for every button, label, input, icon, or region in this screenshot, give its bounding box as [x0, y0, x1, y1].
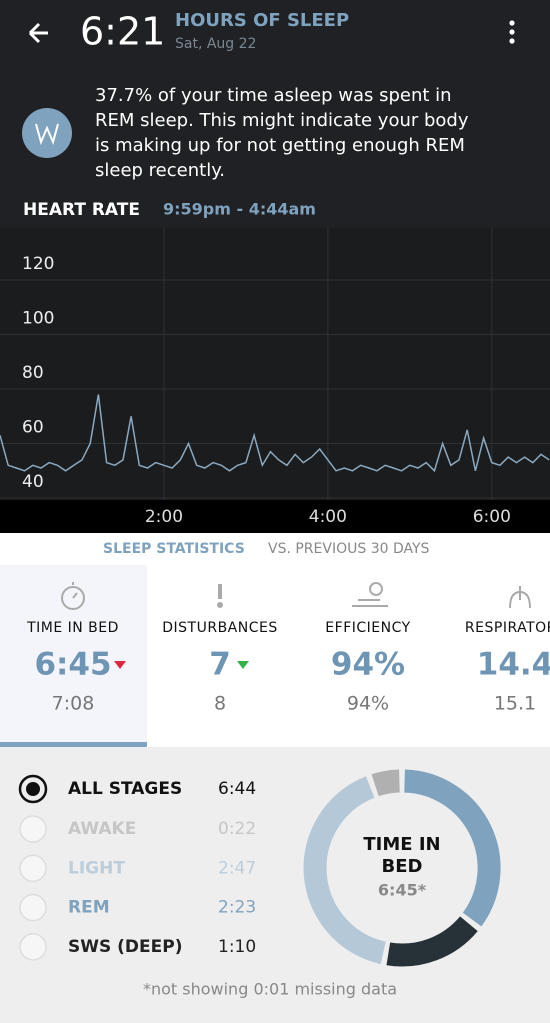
stats-heading: SLEEP STATISTICS: [103, 541, 245, 557]
x-tick-label: 2:00: [145, 507, 183, 527]
card-label[interactable]: RESPIRATORY: [465, 620, 550, 636]
trend-down-red: [114, 661, 126, 669]
trend-down-green: [237, 661, 249, 669]
footnote: *not showing 0:01 missing data: [143, 980, 397, 999]
y-tick-label: 80: [22, 363, 44, 383]
card-selected-bg[interactable]: [0, 565, 147, 747]
donut-segment: [403, 769, 501, 927]
radio[interactable]: [19, 893, 47, 922]
card-previous[interactable]: 15.1: [494, 693, 536, 715]
insight-line: 37.7% of your time asleep was spent in: [95, 85, 452, 106]
card-underline: [0, 742, 147, 747]
stage-name[interactable]: LIGHT: [68, 858, 125, 878]
menu-button[interactable]: [509, 20, 515, 44]
stage-name[interactable]: SWS (DEEP): [68, 937, 183, 957]
header-title: HOURS OF SLEEP: [175, 10, 349, 31]
x-tick-label: 6:00: [473, 507, 511, 527]
card-label[interactable]: TIME IN BED: [26, 620, 119, 636]
stage-time: 2:47: [218, 858, 256, 878]
insight-icon: [22, 108, 72, 158]
card-icons: [61, 582, 531, 610]
insight-line: sleep recently.: [95, 160, 225, 181]
card-previous[interactable]: 7:08: [52, 693, 95, 715]
stats-heading-bg: [0, 533, 550, 565]
stats-subheading: VS. PREVIOUS 30 DAYS: [268, 541, 430, 557]
header-bg: [0, 0, 550, 230]
back-button[interactable]: [28, 22, 48, 44]
stage-name[interactable]: AWAKE: [68, 819, 136, 839]
card-label[interactable]: EFFICIENCY: [325, 620, 410, 636]
card-value[interactable]: 7: [209, 647, 231, 683]
radio[interactable]: [19, 815, 47, 843]
donut-title: BED: [382, 856, 423, 877]
donut-value: 6:45*: [378, 881, 427, 900]
chart-bg: [0, 228, 550, 500]
donut-title: TIME IN: [363, 834, 440, 855]
donut-segment: [303, 776, 386, 965]
donut-segment: [371, 769, 401, 797]
header-date: Sat, Aug 22: [175, 36, 256, 52]
y-tick-label: 120: [22, 254, 54, 274]
card-previous[interactable]: 94%: [347, 693, 389, 715]
radio[interactable]: [19, 854, 47, 883]
hr-range: 9:59pm - 4:44am: [163, 200, 316, 219]
card-label[interactable]: DISTURBANCES: [162, 620, 277, 636]
y-tick-label: 40: [22, 472, 44, 492]
y-tick-label: 100: [22, 309, 54, 329]
radio[interactable]: [19, 933, 47, 961]
radio-dot: [26, 782, 40, 796]
insight-line: REM sleep. This might indicate your body: [95, 110, 469, 131]
card-value[interactable]: 14.4: [477, 647, 550, 683]
heart-rate-line: [0, 394, 550, 473]
radio-selected[interactable]: [18, 774, 48, 804]
stage-name[interactable]: REM: [68, 898, 110, 918]
all-stages-name: ALL STAGES: [68, 779, 182, 799]
card-value[interactable]: 94%: [331, 647, 405, 683]
insight-line: is making up for not getting enough REM: [95, 135, 465, 156]
all-stages-time: 6:44: [218, 779, 256, 799]
donut-segment: [386, 916, 478, 967]
header-time: 6:21: [80, 10, 165, 54]
x-tick-label: 4:00: [309, 507, 347, 527]
stage-time: 1:10: [218, 937, 256, 957]
hr-label: HEART RATE: [23, 200, 140, 220]
stage-time: 0:22: [218, 819, 256, 839]
stage-time: 2:23: [218, 898, 256, 918]
insight-icon-glyph: [35, 123, 59, 146]
card-previous[interactable]: 8: [214, 693, 226, 715]
card-value[interactable]: 6:45: [34, 647, 111, 683]
y-tick-label: 60: [22, 418, 44, 438]
axis-bg: [0, 500, 550, 533]
